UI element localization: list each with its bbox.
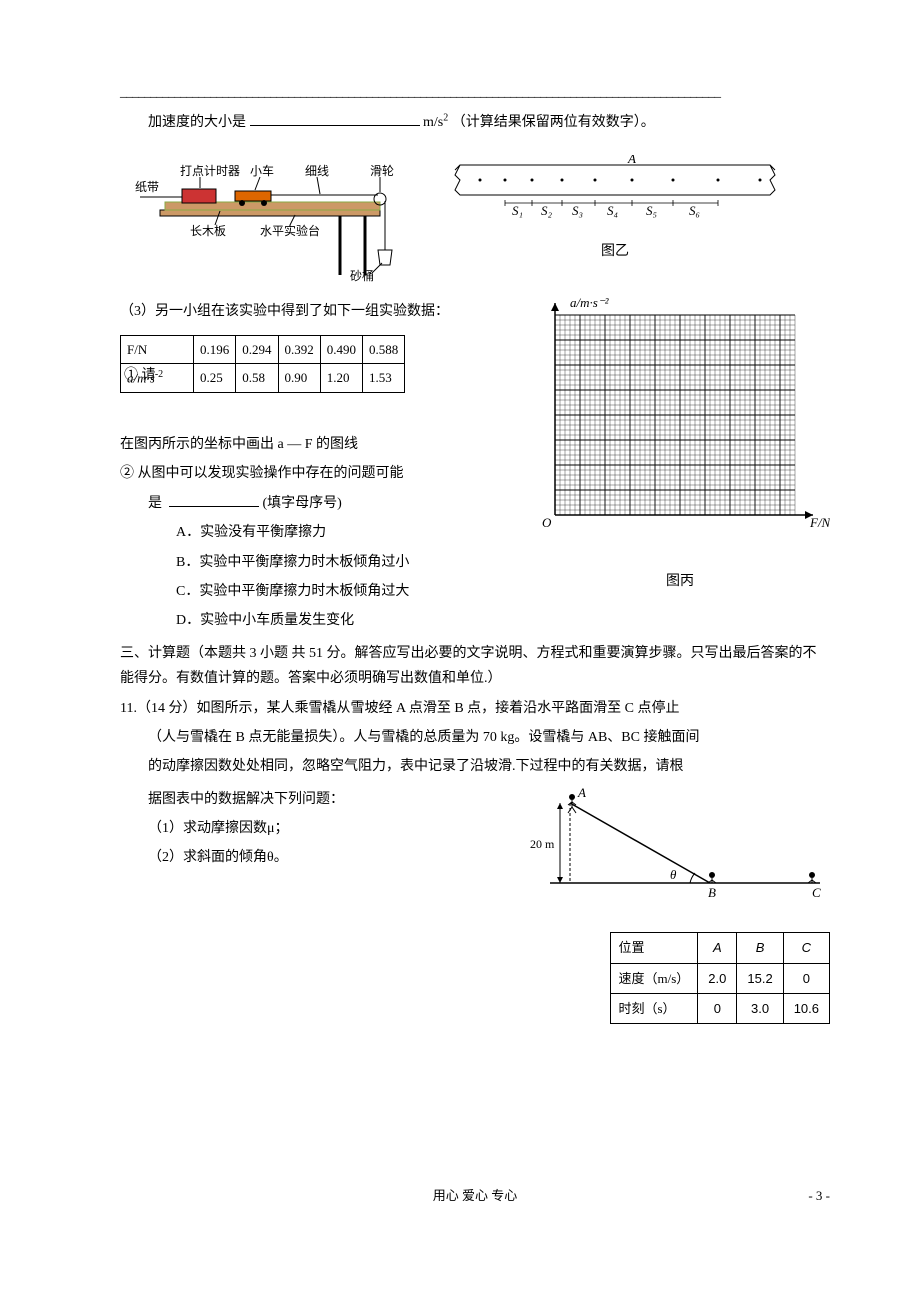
c: 3.0 <box>737 994 783 1024</box>
q11c: 的动摩擦因数处处相同，忽略空气阻力，表中记录了沿坡滑.下过程中的有关数据，请根 <box>120 754 830 779</box>
result-table: 位置 A B C 速度（m/s） 2.0 15.2 0 时刻（s） 0 3.0 … <box>610 932 831 1024</box>
grid-cap: 图丙 <box>530 569 830 594</box>
tape-diagram: A S₁ S₂ S₃ S₄ S₅ S₆ <box>450 155 780 225</box>
q11-2: （2）求斜面的倾角θ。 <box>120 845 500 870</box>
accel-tail: （计算结果保留两位有效数字）。 <box>452 115 655 130</box>
c: 1.20 <box>320 363 362 392</box>
footer: 用心 爱心 专心 - 3 - <box>120 1184 830 1207</box>
fill-hint: (填字母序号) <box>263 496 342 511</box>
c: 1.53 <box>363 363 405 392</box>
is: 是 <box>148 496 162 511</box>
h-pos: 位置 <box>610 933 698 963</box>
q11a: 11.（14 分）如图所示，某人乘雪橇从雪坡经 A 点滑至 B 点，接着沿水平路… <box>120 696 830 721</box>
tape-cap: 图乙 <box>450 239 780 264</box>
accel-blank <box>250 109 420 126</box>
h-t: 时刻（s） <box>610 994 698 1024</box>
accel-unit: m/s <box>423 115 443 130</box>
q11d: 据图表中的数据解决下列问题： <box>120 787 500 812</box>
lblB: B <box>708 885 716 900</box>
motto: 用心 爱心 专心 <box>433 1188 518 1203</box>
s5: S₅ <box>646 203 657 218</box>
c: 0.25 <box>194 363 236 392</box>
lbl-xiaoche: 小车 <box>250 163 274 178</box>
c: 0.490 <box>320 335 362 363</box>
slope-diagram: 20 m θ A B C <box>530 783 830 903</box>
ylab: a/m·s⁻² <box>570 295 610 310</box>
tape-wrap: A S₁ S₂ S₃ S₄ S₅ S₆ 图乙 <box>450 155 780 263</box>
lbl-zhidai: 纸带 <box>135 180 159 194</box>
table-row: 时刻（s） 0 3.0 10.6 <box>610 994 830 1024</box>
q3-row: （3）另一小组在该实验中得到了如下一组实验数据： F/N 0.196 0.294… <box>120 295 830 637</box>
c: 10.6 <box>783 994 829 1024</box>
draw-line: 在图丙所示的坐标中画出 a — F 的图线 <box>120 432 500 457</box>
c: 0.90 <box>278 363 320 392</box>
s2: S₂ <box>541 203 553 218</box>
sq: 2 <box>443 113 448 124</box>
circled1: ① 请 <box>124 368 156 383</box>
is-line: 是 (填字母序号) <box>120 490 500 516</box>
data-table: F/N 0.196 0.294 0.392 0.490 0.588 a/m·s-… <box>120 335 405 393</box>
opt-blank <box>169 490 259 507</box>
h-FN: F/N <box>121 335 194 363</box>
s6: S₆ <box>689 203 700 218</box>
result-wrap: 位置 A B C 速度（m/s） 2.0 15.2 0 时刻（s） 0 3.0 … <box>120 932 830 1024</box>
c: B <box>737 933 783 963</box>
page-num: - 3 - <box>808 1184 830 1207</box>
q3-right: a/m·s⁻² F/N O 图丙 <box>530 295 830 593</box>
lbl-xixian: 细线 <box>305 164 329 178</box>
lblC: C <box>812 885 821 900</box>
c: 15.2 <box>737 963 783 993</box>
q11-left: 据图表中的数据解决下列问题： （1）求动摩擦因数μ； （2）求斜面的倾角θ。 <box>120 783 500 875</box>
table-row: a/m·s-2 0.25 0.58 0.90 1.20 1.53 <box>121 363 405 392</box>
q3-intro: （3）另一小组在该实验中得到了如下一组实验数据： <box>120 299 500 324</box>
lbl-hualun: 滑轮 <box>370 164 394 178</box>
lbl-shatong: 砂桶 <box>350 268 374 283</box>
O: O <box>542 515 552 530</box>
lbl-shuiping: 水平实验台 <box>260 223 320 238</box>
accel-line: 加速度的大小是 m/s2 （计算结果保留两位有效数字）。 <box>120 109 830 135</box>
apparatus-diagram: 纸带 打点计时器 小车 细线 滑轮 长木板 水平实验台 砂桶 <box>120 155 420 285</box>
lbl-changmuban: 长木板 <box>190 224 226 238</box>
c: C <box>783 933 829 963</box>
accel-prefix: 加速度的大小是 <box>148 115 246 130</box>
grid-chart: a/m·s⁻² F/N O <box>530 295 830 555</box>
s1: S₁ <box>512 203 523 218</box>
lbl-theta: θ <box>670 867 677 882</box>
q11-row: 据图表中的数据解决下列问题： （1）求动摩擦因数μ； （2）求斜面的倾角θ。 2… <box>120 783 830 912</box>
lbl-20m: 20 m <box>530 837 555 851</box>
c: 0.196 <box>194 335 236 363</box>
q11-1: （1）求动摩擦因数μ； <box>120 816 500 841</box>
diagrams-row: 纸带 打点计时器 小车 细线 滑轮 长木板 水平实验台 砂桶 <box>120 155 830 285</box>
lblA: A <box>577 785 586 800</box>
c: 2.0 <box>698 963 737 993</box>
table-row: 位置 A B C <box>610 933 830 963</box>
s3: S₃ <box>572 203 583 218</box>
c: 0 <box>783 963 829 993</box>
optC: C．实验中平衡摩擦力时木板倾角过大 <box>120 579 500 604</box>
optA: A．实验没有平衡摩擦力 <box>120 520 500 545</box>
c: 0.588 <box>363 335 405 363</box>
h-v: 速度（m/s） <box>610 963 698 993</box>
optD: D．实验中小车质量发生变化 <box>120 608 500 633</box>
q11b: （人与雪橇在 B 点无能量损失）。人与雪橇的总质量为 70 kg。设雪橇与 AB… <box>120 725 830 750</box>
xlab: F/N <box>809 515 830 530</box>
tape-A: A <box>627 155 636 166</box>
table-row: 速度（m/s） 2.0 15.2 0 <box>610 963 830 993</box>
section3: 三、计算题（本题共 3 小题 共 51 分。解答应写出必要的文字说明、方程式和重… <box>120 641 830 691</box>
q3-left: （3）另一小组在该实验中得到了如下一组实验数据： F/N 0.196 0.294… <box>120 295 500 637</box>
top-rule: ________________________________________… <box>120 80 830 105</box>
q11-right: 20 m θ A B C <box>530 783 830 912</box>
lbl-dadian: 打点计时器 <box>180 164 240 178</box>
c: 0.294 <box>236 335 278 363</box>
s4: S₄ <box>607 203 619 218</box>
c: 0 <box>698 994 737 1024</box>
c: 0.392 <box>278 335 320 363</box>
circled2: ② 从图中可以发现实验操作中存在的问题可能 <box>120 461 500 486</box>
c: 0.58 <box>236 363 278 392</box>
c: A <box>698 933 737 963</box>
optB: B．实验中平衡摩擦力时木板倾角过小 <box>120 550 500 575</box>
table-row: F/N 0.196 0.294 0.392 0.490 0.588 <box>121 335 405 363</box>
